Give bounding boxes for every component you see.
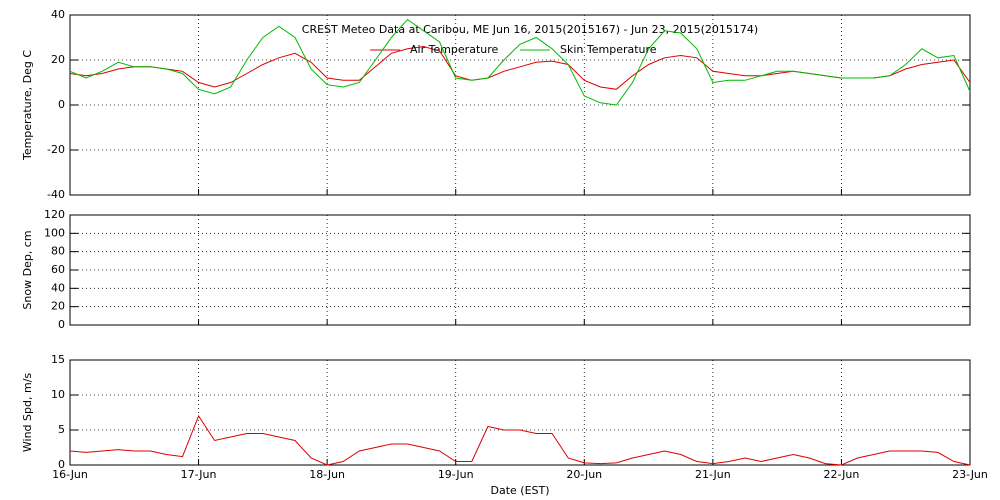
y-tick-label: 0 — [58, 98, 65, 111]
y-tick-label: 60 — [51, 263, 65, 276]
series-line — [69, 45, 971, 90]
x-tick-label: 20-Jun — [566, 468, 602, 481]
y-tick-label: -20 — [47, 143, 65, 156]
x-tick-label: 23-Jun — [952, 468, 988, 481]
y-tick-label: 15 — [51, 353, 65, 366]
x-tick-label: 16-Jun — [52, 468, 88, 481]
y-tick-label: 100 — [44, 226, 65, 239]
y-axis-label: Snow Dep, cm — [21, 230, 34, 309]
y-tick-label: 20 — [51, 300, 65, 313]
chart-title: CREST Meteo Data at Caribou, ME Jun 16, … — [302, 23, 758, 36]
y-tick-label: 40 — [51, 281, 65, 294]
plot-frame — [69, 214, 971, 326]
legend-label: Skin Temperature — [560, 43, 657, 56]
y-tick-label: -40 — [47, 188, 65, 201]
plot-frame — [69, 359, 971, 466]
legend-label: Air Temperature — [410, 43, 499, 56]
y-axis-label: Wind Spd, m/s — [21, 373, 34, 453]
y-axis-label: Temperature, Deg C — [21, 50, 34, 161]
y-tick-label: 5 — [58, 423, 65, 436]
x-tick-label: 21-Jun — [695, 468, 731, 481]
y-tick-label: 120 — [44, 208, 65, 221]
x-tick-label: 18-Jun — [309, 468, 345, 481]
x-tick-label: 19-Jun — [438, 468, 474, 481]
y-tick-label: 80 — [51, 245, 65, 258]
x-axis-label: Date (EST) — [490, 484, 549, 497]
y-tick-label: 0 — [58, 318, 65, 331]
plot-frame — [69, 14, 971, 196]
series-line — [69, 414, 971, 466]
x-tick-label: 22-Jun — [824, 468, 860, 481]
series-line — [69, 18, 971, 106]
x-tick-label: 17-Jun — [181, 468, 217, 481]
y-tick-label: 40 — [51, 8, 65, 21]
y-tick-label: 10 — [51, 388, 65, 401]
y-tick-label: 0 — [58, 458, 65, 471]
y-tick-label: 20 — [51, 53, 65, 66]
